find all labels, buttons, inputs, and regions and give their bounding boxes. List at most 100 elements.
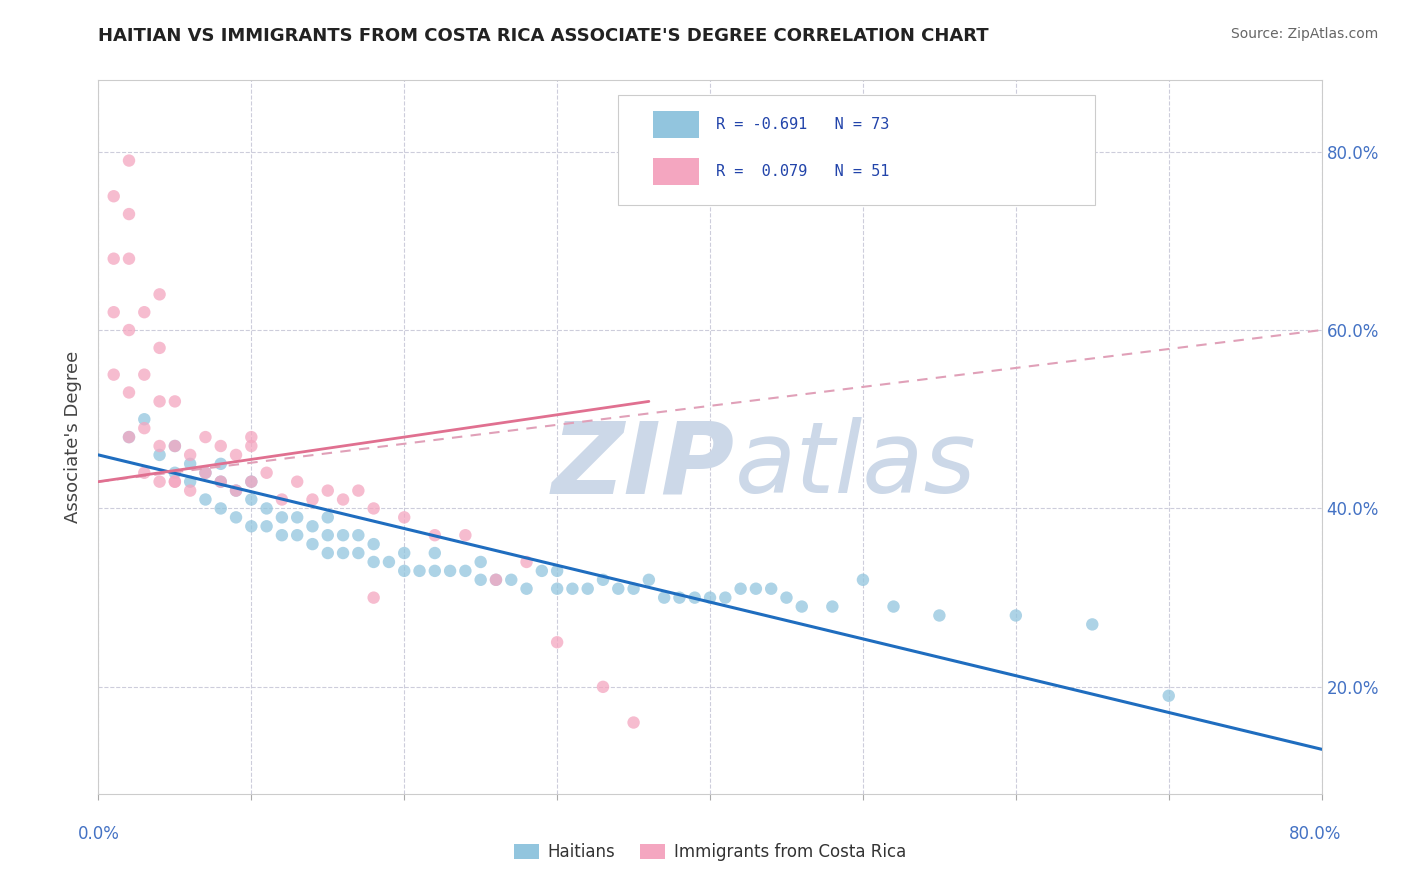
- Point: [134, 368, 156, 382]
- Point: [546, 635, 568, 649]
- Point: [883, 599, 905, 614]
- Point: [149, 287, 172, 301]
- Text: R = -0.691   N = 73: R = -0.691 N = 73: [716, 117, 890, 132]
- Point: [439, 564, 461, 578]
- Point: [118, 153, 141, 168]
- Point: [103, 189, 125, 203]
- Point: [270, 492, 292, 507]
- Text: R =  0.079   N = 51: R = 0.079 N = 51: [716, 164, 890, 179]
- Point: [408, 564, 430, 578]
- Text: Source: ZipAtlas.com: Source: ZipAtlas.com: [1230, 27, 1378, 41]
- Text: HAITIAN VS IMMIGRANTS FROM COSTA RICA ASSOCIATE'S DEGREE CORRELATION CHART: HAITIAN VS IMMIGRANTS FROM COSTA RICA AS…: [98, 27, 988, 45]
- Bar: [652, 111, 699, 138]
- Point: [285, 510, 308, 524]
- Point: [775, 591, 797, 605]
- Point: [392, 546, 416, 560]
- Point: [592, 573, 614, 587]
- Point: [423, 564, 446, 578]
- Point: [209, 475, 232, 489]
- Point: [134, 421, 156, 435]
- Point: [652, 591, 675, 605]
- Point: [378, 555, 401, 569]
- Point: [134, 466, 156, 480]
- Point: [332, 492, 354, 507]
- Point: [209, 439, 232, 453]
- Point: [790, 599, 813, 614]
- Point: [149, 394, 172, 409]
- Point: [470, 573, 492, 587]
- Point: [516, 582, 538, 596]
- Point: [270, 510, 292, 524]
- Point: [347, 528, 370, 542]
- Point: [194, 466, 217, 480]
- Point: [118, 323, 141, 337]
- Point: [928, 608, 950, 623]
- Point: [546, 564, 568, 578]
- Text: 0.0%: 0.0%: [77, 825, 120, 843]
- Point: [392, 564, 416, 578]
- Point: [118, 430, 141, 444]
- Point: [194, 492, 217, 507]
- Point: [149, 439, 172, 453]
- Point: [163, 439, 186, 453]
- Point: [194, 430, 217, 444]
- Point: [363, 537, 385, 551]
- Point: [516, 555, 538, 569]
- Point: [637, 573, 661, 587]
- Legend: Haitians, Immigrants from Costa Rica: Haitians, Immigrants from Costa Rica: [508, 837, 912, 868]
- Point: [301, 519, 323, 533]
- Point: [270, 528, 292, 542]
- Point: [163, 394, 186, 409]
- Point: [392, 510, 416, 524]
- Point: [1081, 617, 1104, 632]
- Point: [285, 475, 308, 489]
- Point: [179, 448, 201, 462]
- Point: [240, 475, 263, 489]
- Point: [454, 564, 477, 578]
- Point: [209, 475, 232, 489]
- Point: [301, 537, 323, 551]
- Point: [256, 466, 278, 480]
- Point: [163, 466, 186, 480]
- Point: [347, 546, 370, 560]
- Point: [576, 582, 599, 596]
- Point: [134, 412, 156, 426]
- Point: [623, 715, 645, 730]
- Point: [852, 573, 875, 587]
- Point: [363, 591, 385, 605]
- Point: [623, 582, 645, 596]
- Point: [363, 501, 385, 516]
- Y-axis label: Associate's Degree: Associate's Degree: [65, 351, 83, 524]
- Point: [209, 457, 232, 471]
- Point: [316, 483, 339, 498]
- Point: [256, 519, 278, 533]
- Point: [118, 252, 141, 266]
- Point: [256, 501, 278, 516]
- Point: [118, 207, 141, 221]
- Text: ZIP: ZIP: [551, 417, 734, 514]
- Point: [592, 680, 614, 694]
- Point: [225, 448, 247, 462]
- Point: [332, 546, 354, 560]
- Point: [225, 510, 247, 524]
- Text: 80.0%: 80.0%: [1288, 825, 1341, 843]
- Point: [530, 564, 553, 578]
- Point: [240, 492, 263, 507]
- Point: [683, 591, 706, 605]
- Point: [163, 475, 186, 489]
- Bar: [652, 158, 699, 186]
- Point: [118, 430, 141, 444]
- Point: [423, 546, 446, 560]
- Point: [821, 599, 844, 614]
- Point: [179, 475, 201, 489]
- Point: [745, 582, 768, 596]
- Point: [561, 582, 583, 596]
- Point: [316, 510, 339, 524]
- Point: [347, 483, 370, 498]
- Point: [759, 582, 782, 596]
- Point: [225, 483, 247, 498]
- Point: [714, 591, 737, 605]
- Point: [103, 305, 125, 319]
- Point: [485, 573, 508, 587]
- Point: [699, 591, 721, 605]
